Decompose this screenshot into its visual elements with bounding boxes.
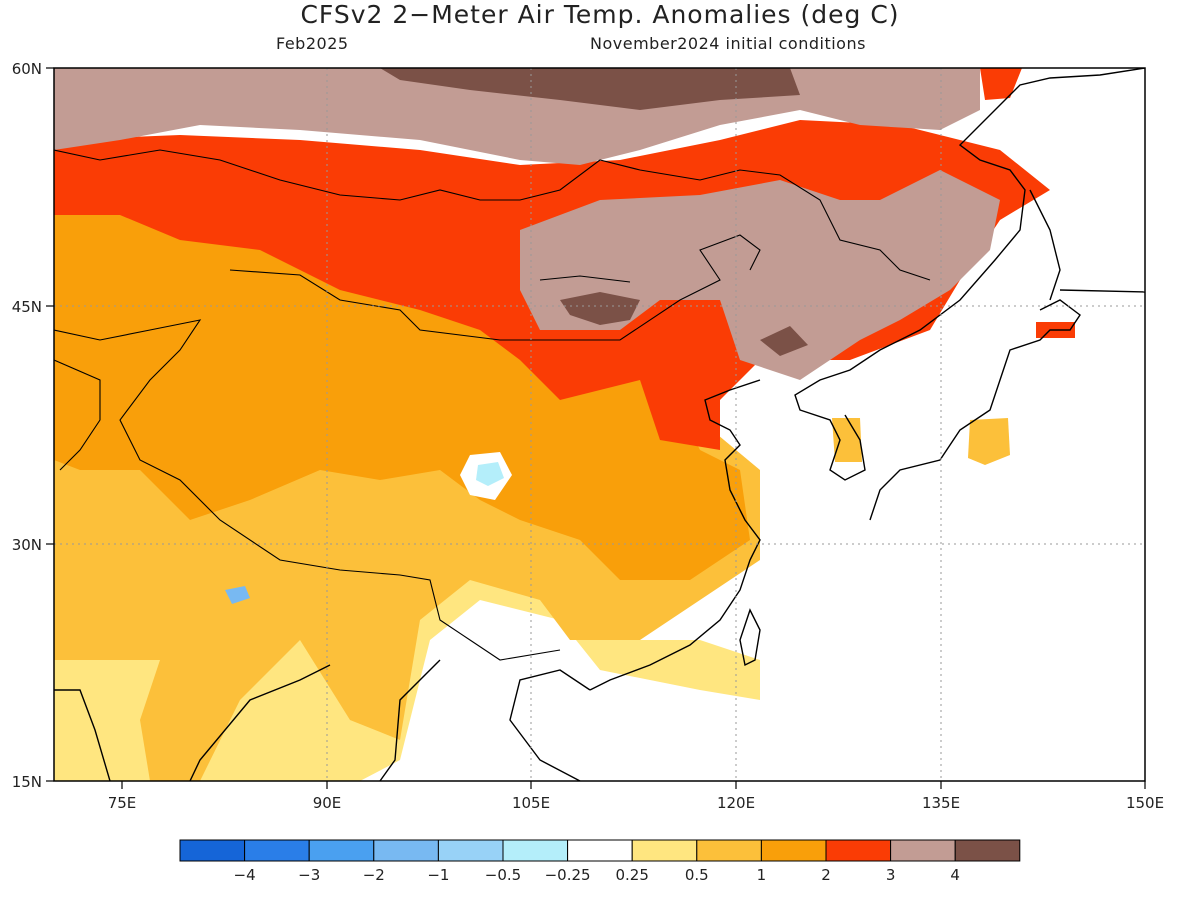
band-gt4-north — [380, 68, 800, 110]
colorbar-label: 2 — [821, 866, 831, 884]
patch-korea — [832, 418, 862, 462]
coast-japan — [869, 299, 1081, 521]
anomaly-field — [54, 68, 1146, 781]
band-gt4-manchuria — [760, 326, 808, 356]
tick-marks — [46, 67, 1146, 789]
country-borders — [54, 149, 931, 661]
band-gt4-mongolia — [560, 292, 640, 325]
colorbar-label: 3 — [886, 866, 896, 884]
lat-label-45n: 45N — [12, 298, 42, 316]
coast-sakhalin — [1029, 189, 1061, 301]
colorbar-label: −1 — [427, 866, 449, 884]
coast-bay-bengal-east — [379, 659, 441, 781]
border-mongolia-south — [229, 234, 761, 341]
coast-indochina — [509, 669, 591, 781]
gridlines — [54, 68, 1145, 781]
border-central-asia — [54, 359, 101, 471]
colorbar-swatch — [244, 839, 310, 862]
patch-okhotsk — [980, 68, 1022, 100]
colorbar-swatch — [567, 839, 633, 862]
colorbar-swatch — [502, 839, 569, 862]
lat-label-30n: 30N — [12, 536, 42, 554]
band-1-2 — [54, 200, 750, 580]
colorbar-label: 1 — [757, 866, 767, 884]
lat-label-15n: 15N — [12, 773, 42, 791]
lat-label-60n: 60N — [12, 60, 42, 78]
map-title: CFSv2 2−Meter Air Temp. Anomalies (deg C… — [300, 0, 900, 29]
colorbar-swatch — [890, 839, 956, 862]
map-frame — [53, 67, 1146, 782]
colorbar-label: 4 — [950, 866, 960, 884]
lon-label-150e: 150E — [1126, 794, 1164, 812]
colorbar-label: −2 — [363, 866, 385, 884]
colorbar-label: 0.25 — [615, 866, 648, 884]
colorbar-label: −4 — [234, 866, 256, 884]
lon-label-120e: 120E — [717, 794, 755, 812]
colorbar-swatch — [760, 839, 827, 862]
coast-india-east — [189, 664, 331, 781]
colorbar-label: −3 — [298, 866, 320, 884]
lon-label-90e: 90E — [313, 794, 342, 812]
border-inner-mongolia — [539, 275, 631, 283]
colorbar-swatch — [308, 839, 375, 862]
coast-northeast — [794, 68, 1146, 481]
coastlines — [54, 68, 1146, 781]
coast-china-east — [589, 379, 761, 691]
lon-label-135e: 135E — [922, 794, 960, 812]
border-china-south — [54, 319, 561, 661]
patch-honshu — [968, 418, 1010, 465]
coast-kuril — [1059, 289, 1146, 293]
coast-taiwan — [739, 608, 761, 667]
spot-cool — [476, 462, 504, 486]
colorbar-swatch — [825, 839, 892, 862]
border-russia-south — [54, 149, 931, 281]
lon-label-75e: 75E — [108, 794, 137, 812]
colorbar-swatch — [179, 839, 246, 862]
colorbar-swatch — [373, 839, 439, 862]
colorbar: −4 −3 −2 −1 −0.5 −0.25 0.25 0.5 1 2 3 4 — [179, 839, 1021, 884]
band-3-4-mongolia — [520, 170, 1000, 380]
colorbar-swatch — [954, 839, 1021, 862]
colorbar-label: 0.5 — [685, 866, 709, 884]
lon-label-105e: 105E — [512, 794, 550, 812]
initial-conditions-label: November2024 initial conditions — [590, 34, 866, 53]
colorbar-swatch — [631, 839, 698, 862]
colorbar-swatch — [437, 839, 504, 862]
colorbar-label: −0.25 — [545, 866, 591, 884]
colorbar-label: −0.5 — [485, 866, 521, 884]
spot-cooler — [225, 586, 250, 604]
target-month-label: Feb2025 — [276, 34, 349, 53]
colorbar-swatch — [696, 839, 762, 862]
coast-india-west — [54, 689, 111, 781]
